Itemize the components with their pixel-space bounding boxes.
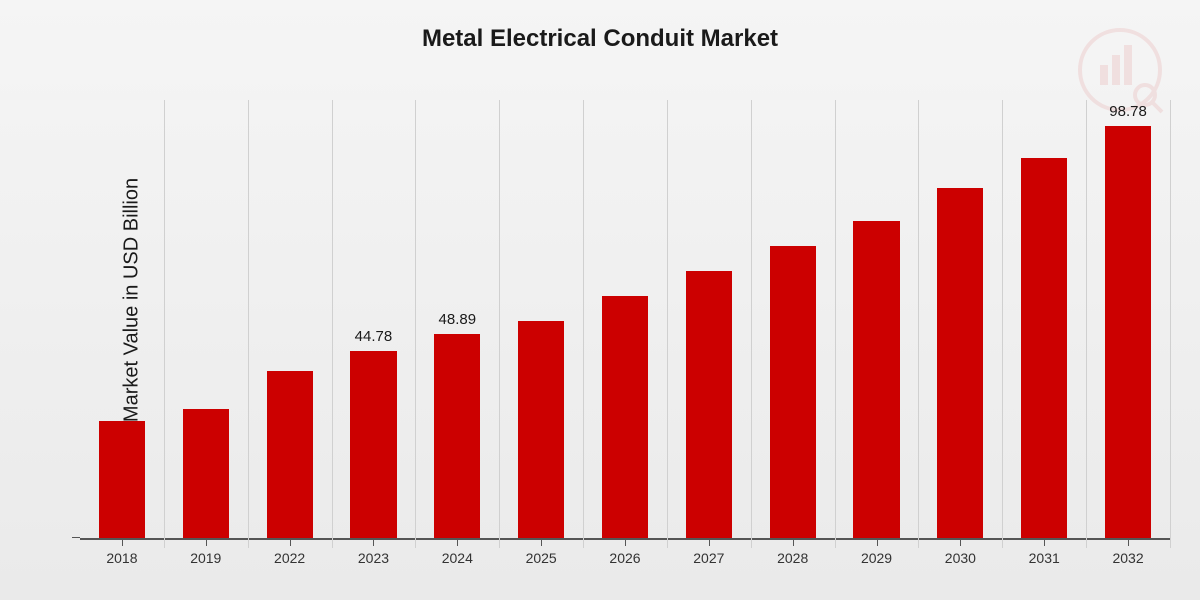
y-tick xyxy=(72,537,80,538)
x-axis-category: 2030 xyxy=(945,550,976,566)
x-axis-category: 2019 xyxy=(190,550,221,566)
bar xyxy=(99,421,145,538)
bar xyxy=(853,221,899,538)
grid-line xyxy=(499,100,500,548)
x-tick xyxy=(122,538,123,546)
x-axis-category: 2027 xyxy=(693,550,724,566)
grid-line xyxy=(751,100,752,548)
bar xyxy=(434,334,480,538)
x-axis-category: 2023 xyxy=(358,550,389,566)
grid-line xyxy=(918,100,919,548)
x-axis-category: 2032 xyxy=(1112,550,1143,566)
bar xyxy=(1105,126,1151,538)
grid-line xyxy=(667,100,668,548)
grid-line xyxy=(164,100,165,548)
grid-line xyxy=(415,100,416,548)
x-axis-category: 2026 xyxy=(609,550,640,566)
x-axis-category: 2029 xyxy=(861,550,892,566)
x-tick xyxy=(206,538,207,546)
grid-line xyxy=(835,100,836,548)
x-axis-category: 2031 xyxy=(1029,550,1060,566)
x-tick xyxy=(709,538,710,546)
x-tick xyxy=(1128,538,1129,546)
bar xyxy=(267,371,313,538)
x-tick xyxy=(877,538,878,546)
x-axis-category: 2025 xyxy=(526,550,557,566)
x-tick xyxy=(290,538,291,546)
grid-line xyxy=(583,100,584,548)
bar-value-label: 98.78 xyxy=(1109,103,1147,120)
grid-line xyxy=(1170,100,1171,548)
grid-line xyxy=(332,100,333,548)
bar-value-label: 48.89 xyxy=(439,311,477,328)
x-tick xyxy=(960,538,961,546)
x-tick xyxy=(541,538,542,546)
bar-value-label: 44.78 xyxy=(355,328,393,345)
grid-line xyxy=(1002,100,1003,548)
grid-line xyxy=(248,100,249,548)
grid-line xyxy=(1086,100,1087,548)
bar xyxy=(937,188,983,538)
x-axis-category: 2022 xyxy=(274,550,305,566)
bar xyxy=(770,246,816,538)
x-axis-category: 2028 xyxy=(777,550,808,566)
chart-title: Metal Electrical Conduit Market xyxy=(0,0,1200,53)
chart-plot-area: 20182019202244.78202348.8920242025202620… xyxy=(80,100,1170,540)
x-axis-category: 2024 xyxy=(442,550,473,566)
bar xyxy=(686,271,732,538)
x-tick xyxy=(793,538,794,546)
x-tick xyxy=(373,538,374,546)
x-tick xyxy=(457,538,458,546)
x-axis-category: 2018 xyxy=(106,550,137,566)
bar xyxy=(518,321,564,538)
bar xyxy=(350,351,396,538)
bar xyxy=(602,296,648,538)
x-tick xyxy=(625,538,626,546)
bar xyxy=(183,409,229,538)
x-tick xyxy=(1044,538,1045,546)
bar xyxy=(1021,158,1067,538)
